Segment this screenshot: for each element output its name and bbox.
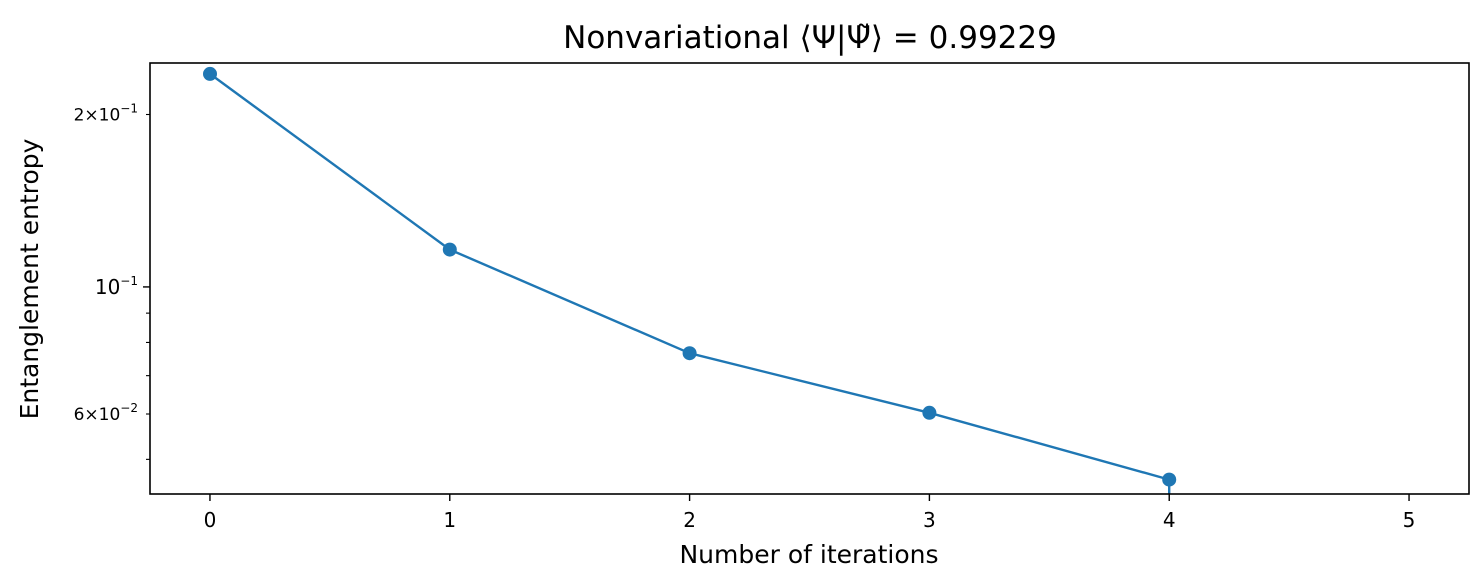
y-major-tick-label: 10−1: [95, 274, 138, 299]
data-point: [682, 346, 697, 361]
y-axis-ticks: 10−12×10−16×10−2: [74, 101, 150, 460]
x-tick-label: 0: [204, 508, 217, 532]
x-axis-label: Number of iterations: [679, 540, 938, 569]
data-point: [442, 242, 457, 257]
axes-frame: [149, 62, 1470, 495]
data-point: [1162, 472, 1177, 487]
y-minor-tick-label: 2×10−1: [74, 101, 138, 125]
x-axis-ticks: 0 1 2 3 4 5: [204, 494, 1416, 532]
y-tick-mantissa: 6: [74, 405, 85, 425]
y-tick-exponent: −1: [120, 274, 138, 288]
y-tick-base: 10: [95, 275, 120, 299]
x-tick-label: 1: [443, 508, 456, 532]
y-tick-base: 10: [99, 105, 121, 125]
plot-area: [203, 66, 1177, 494]
series-line: [209, 72, 1171, 494]
chart-title-prefix: Nonvariational: [563, 20, 799, 56]
y-tick-times: ×: [84, 405, 98, 425]
x-tick-label: 4: [1163, 508, 1176, 532]
data-point: [203, 66, 217, 81]
y-tick-mantissa: 2: [74, 105, 85, 125]
data-point: [922, 405, 937, 420]
chart-title: Nonvariational ⟨Ψ|Ψ̃⟩ = 0.99229: [563, 20, 1057, 56]
y-tick-base: 10: [99, 405, 121, 425]
x-tick-label: 5: [1403, 508, 1416, 532]
y-tick-exponent: −1: [120, 101, 138, 115]
y-tick-exponent: −2: [120, 401, 138, 415]
y-minor-tick-label: 6×10−2: [74, 401, 138, 425]
x-tick-label: 3: [923, 508, 936, 532]
y-tick-times: ×: [84, 105, 98, 125]
chart-title-equals: =: [883, 20, 929, 56]
chart-title-value: 0.99229: [929, 20, 1057, 56]
y-axis-label: Entanglement entropy: [15, 138, 44, 419]
chart-title-braket: ⟨Ψ|Ψ̃⟩: [800, 20, 883, 56]
x-tick-label: 2: [683, 508, 696, 532]
